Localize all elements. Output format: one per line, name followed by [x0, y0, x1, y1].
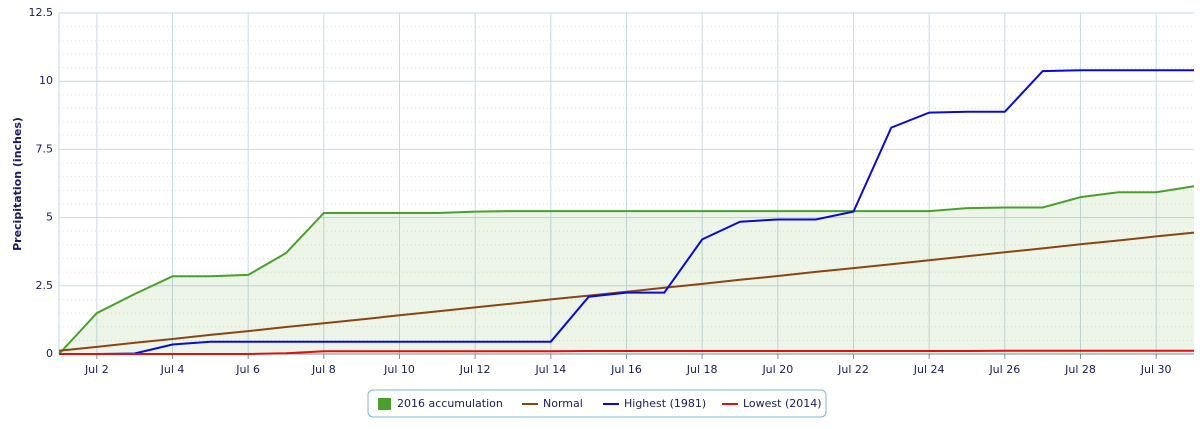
x-tick-label: Jul 12 — [459, 363, 491, 376]
legend-label: Normal — [543, 397, 583, 410]
y-tick-label: 12.5 — [29, 6, 54, 19]
y-tick-label: 10 — [39, 74, 53, 87]
x-tick-label: Jul 8 — [311, 363, 336, 376]
y-tick-label: 5 — [46, 211, 53, 224]
x-tick-label: Jul 6 — [235, 363, 260, 376]
x-tick-label: Jul 4 — [160, 363, 185, 376]
x-tick-label: Jul 24 — [913, 363, 945, 376]
x-tick-label: Jul 10 — [383, 363, 415, 376]
legend-box — [367, 389, 827, 418]
x-tick-label: Jul 30 — [1140, 363, 1172, 376]
legend-label: Lowest (2014) — [743, 397, 822, 410]
x-tick-label: Jul 28 — [1064, 363, 1096, 376]
legend-swatch — [378, 398, 391, 410]
x-tick-label: Jul 26 — [988, 363, 1020, 376]
legend-label: 2016 accumulation — [397, 397, 503, 410]
y-tick-label: 0 — [46, 347, 53, 360]
y-axis-label: Precipitation (inches) — [11, 117, 24, 251]
y-tick-label: 2.5 — [36, 279, 54, 292]
x-tick-label: Jul 2 — [84, 363, 109, 376]
x-tick-label: Jul 20 — [761, 363, 793, 376]
x-tick-label: Jul 22 — [837, 363, 869, 376]
y-tick-label: 7.5 — [36, 142, 54, 155]
x-tick-label: Jul 14 — [534, 363, 566, 376]
line — [59, 69, 1194, 355]
line — [58, 185, 1195, 355]
line — [59, 349, 1194, 355]
x-tick-label: Jul 16 — [610, 363, 642, 376]
legend-label: Highest (1981) — [624, 397, 706, 410]
area — [59, 186, 1194, 354]
x-tick-label: Jul 18 — [686, 363, 718, 376]
